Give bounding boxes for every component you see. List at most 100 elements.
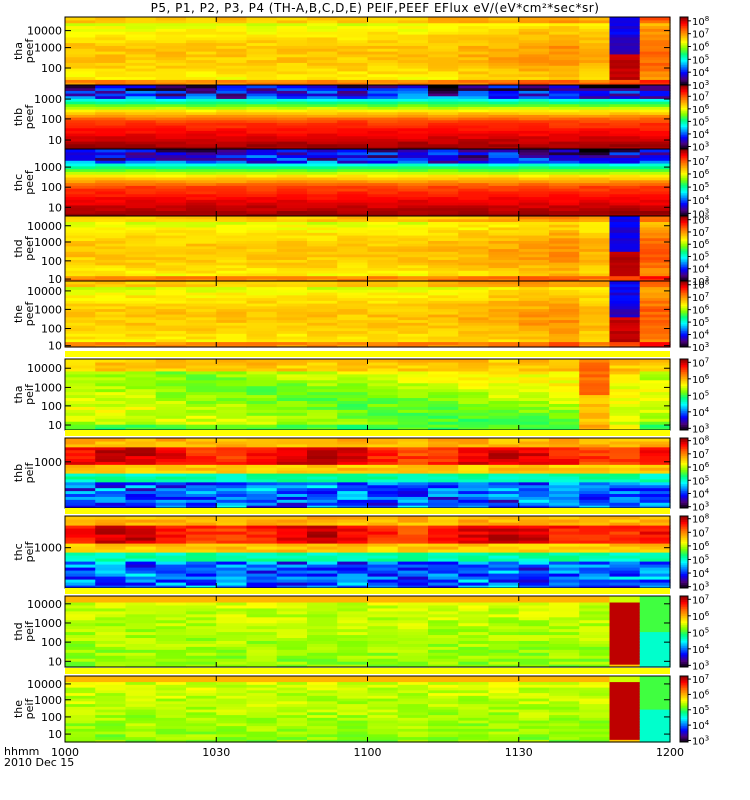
heatmap-cell <box>337 193 369 198</box>
heatmap-cell <box>549 443 580 448</box>
colorbar-label: 104 <box>692 487 710 500</box>
heatmap-cell <box>488 308 520 312</box>
heatmap-cell <box>155 308 187 312</box>
heatmap-cell <box>518 655 550 659</box>
heatmap-cell <box>216 207 248 212</box>
heatmap-cell <box>579 185 611 189</box>
heatmap-cell <box>639 283 671 288</box>
heatmap-cell <box>639 338 671 343</box>
heatmap-cell <box>488 256 520 260</box>
heatmap-cell <box>307 505 338 509</box>
heatmap-cell <box>65 262 96 266</box>
heatmap-cell <box>307 438 338 442</box>
heatmap-cell <box>65 458 96 462</box>
heatmap-cell <box>488 613 520 618</box>
heatmap-cell <box>125 253 157 258</box>
heatmap-cell <box>246 338 278 343</box>
heatmap-cell <box>549 427 580 431</box>
heatmap-cell <box>337 264 369 269</box>
heatmap-cell <box>397 658 429 662</box>
heatmap-cell <box>639 561 671 565</box>
heatmap-cell <box>367 418 399 422</box>
heatmap-cell <box>639 25 671 29</box>
heatmap-cell <box>518 661 550 665</box>
heatmap-cell <box>639 149 671 153</box>
heatmap-cell <box>458 179 490 184</box>
heatmap-cell <box>488 51 520 55</box>
colorbar-step <box>680 469 688 472</box>
heatmap-cell <box>428 640 459 644</box>
heatmap-cell <box>458 613 490 618</box>
colorbar-step <box>680 525 688 528</box>
heatmap-cell <box>337 316 369 321</box>
heatmap-cell <box>397 558 429 562</box>
heatmap-cell <box>579 519 611 523</box>
heatmap-cell <box>155 281 187 285</box>
heatmap-cell <box>579 322 611 326</box>
heatmap-cell <box>518 34 550 38</box>
heatmap-cell <box>518 101 550 105</box>
heatmap-cell <box>549 98 580 102</box>
heatmap-cell <box>125 300 157 304</box>
heatmap-cell <box>307 406 338 410</box>
colorbar-step <box>680 523 688 526</box>
heatmap-cell <box>639 664 671 668</box>
heatmap-cell <box>186 48 217 52</box>
heatmap-cell <box>276 176 308 181</box>
heatmap-cell <box>276 36 308 41</box>
heatmap-cell <box>155 598 187 603</box>
heatmap-cell <box>125 394 157 399</box>
heatmap-cell <box>337 25 369 29</box>
heatmap-cell <box>95 229 127 233</box>
heatmap-cell <box>367 601 399 606</box>
heatmap-cell <box>458 579 490 583</box>
colorbar-step <box>680 142 688 145</box>
heatmap-cell <box>95 631 127 636</box>
heatmap-cell <box>579 415 611 419</box>
heatmap-cell <box>186 106 217 110</box>
heatmap-cell <box>246 82 278 86</box>
colorbar-step <box>680 23 688 26</box>
heatmap-cell <box>337 664 369 668</box>
heatmap-cell <box>95 76 127 80</box>
colorbar-step <box>680 415 688 419</box>
heatmap-cell <box>609 31 641 35</box>
heatmap-cell <box>95 216 127 220</box>
heatmap-cell <box>549 499 580 503</box>
heatmap-cell <box>397 421 429 425</box>
heatmap-cell <box>95 253 127 258</box>
heatmap-cell <box>216 210 248 214</box>
heatmap-cell <box>458 322 490 326</box>
heatmap-cell <box>216 216 248 220</box>
colorbar-step <box>680 450 688 453</box>
heatmap-cell <box>367 224 399 228</box>
heatmap-cell <box>397 325 429 329</box>
heatmap-cell <box>397 82 429 86</box>
heatmap-cell <box>276 98 308 102</box>
heatmap-cell <box>95 101 127 105</box>
heatmap-cell <box>125 204 157 209</box>
heatmap-cell <box>579 427 611 431</box>
heatmap-cell <box>246 552 278 556</box>
heatmap-cell <box>488 213 520 217</box>
heatmap-cell <box>609 528 641 532</box>
heatmap-cell <box>246 464 278 468</box>
colorbar-step <box>680 619 688 622</box>
heatmap-cell <box>276 596 308 600</box>
heatmap-cell <box>428 157 459 161</box>
colorbar-step <box>680 154 688 157</box>
heatmap-cell <box>276 493 308 497</box>
heatmap-cell <box>155 415 187 419</box>
heatmap-cell <box>155 25 187 29</box>
heatmap-cell <box>367 631 399 636</box>
heatmap-cell <box>337 613 369 618</box>
heatmap-cell <box>246 424 278 428</box>
heatmap-cell <box>216 558 248 562</box>
heatmap-cell <box>95 458 127 462</box>
heatmap-cell <box>307 531 338 535</box>
heatmap-cell <box>186 248 217 252</box>
heatmap-cell <box>367 616 399 621</box>
heatmap-cell <box>337 604 369 609</box>
heatmap-cell <box>186 631 217 636</box>
heatmap-cell <box>428 478 459 483</box>
